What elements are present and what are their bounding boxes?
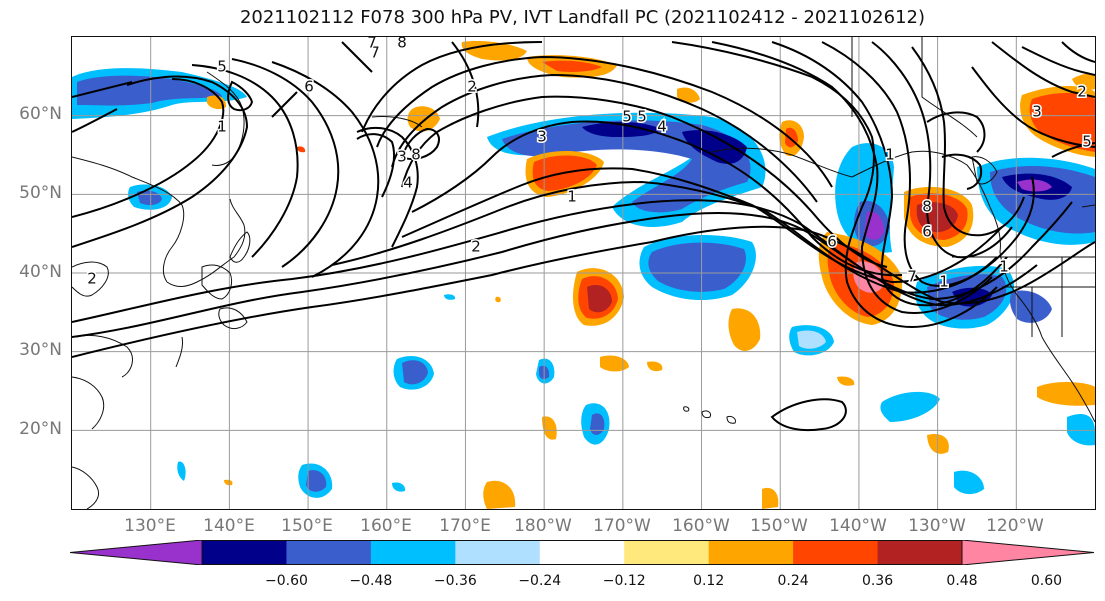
- colorbar-tick-label: −0.24: [518, 573, 562, 589]
- pv-contour-label: 4: [657, 118, 667, 136]
- colorbar-tick-label: 0.48: [946, 573, 978, 589]
- pv-contour-label: 4: [403, 174, 413, 192]
- colorbar-tick-label: 0.12: [693, 573, 725, 589]
- pv-contour-label: 1: [999, 258, 1009, 276]
- colorbar-tick-label: −0.48: [349, 573, 393, 589]
- colorbar-bin: [455, 540, 541, 565]
- colorbar-tick-label: −0.12: [602, 573, 646, 589]
- lon-label-130w: 130°W: [908, 516, 966, 536]
- colorbar-tick-label: −0.60: [264, 573, 308, 589]
- pv-contour-label: 7: [367, 37, 377, 52]
- lon-label-180w: 180°W: [514, 516, 572, 536]
- lat-label-60: 60°N: [19, 104, 62, 124]
- colorbar-outline: [201, 540, 963, 565]
- lon-label-150w: 150°W: [750, 516, 808, 536]
- lon-label-170e: 170°E: [439, 516, 491, 536]
- pv-contour-label: 2: [471, 238, 481, 256]
- lat-label-50: 50°N: [19, 183, 62, 203]
- pv-contour-label: 8: [397, 37, 407, 52]
- colorbar-bin: [624, 540, 710, 565]
- colorbar-bin: [370, 540, 456, 565]
- lat-label-40: 40°N: [19, 262, 62, 282]
- pv-contour-label: 6: [304, 78, 314, 96]
- pv-contour-label: 1: [567, 188, 577, 206]
- pv-contour-label: 5: [1082, 133, 1092, 151]
- map-title: 2021102112 F078 300 hPa PV, IVT Landfall…: [239, 7, 926, 28]
- lon-label-150e: 150°E: [281, 516, 333, 536]
- pv-contour-label: 1: [217, 118, 227, 136]
- pv-contour-label: 7: [907, 268, 917, 286]
- lon-label-170w: 170°W: [593, 516, 651, 536]
- lon-label-160w: 160°W: [672, 516, 730, 536]
- lat-label-30: 30°N: [19, 340, 62, 360]
- pv-contour-label: 3: [397, 148, 407, 166]
- colorbar-tick-label: −0.36: [433, 573, 477, 589]
- colorbar-extend-min: [70, 540, 203, 565]
- colorbar-tick-label: 0.60: [1030, 573, 1063, 589]
- coastlines: [72, 37, 1095, 509]
- pv-contour-label: 6: [827, 233, 837, 251]
- pv-contour-label: 5: [622, 108, 632, 126]
- pv-contour-label: 7: [370, 44, 380, 62]
- pv-contour-label: 6: [922, 223, 932, 241]
- colorbar-bin: [708, 540, 794, 565]
- pv-contour-label: 1: [939, 273, 949, 291]
- pv-contour-label: 2: [87, 270, 97, 288]
- colorbar-tick-label: 0.24: [777, 573, 809, 589]
- pv-contour-label: 8: [411, 146, 421, 164]
- colorbar-extend-max: [961, 540, 1094, 565]
- pv-contour-label: 2: [467, 78, 477, 96]
- lon-label-160e: 160°E: [360, 516, 412, 536]
- pv-contour-label: 3: [537, 128, 547, 146]
- colorbar: [70, 540, 1094, 565]
- pv-contour-label: 1: [885, 146, 895, 164]
- pv-contour-label: 2: [1077, 83, 1087, 101]
- pv-contours: [72, 41, 1095, 432]
- colorbar-bin: [202, 540, 287, 565]
- lon-label-140e: 140°E: [203, 516, 255, 536]
- lon-label-130e: 130°E: [124, 516, 176, 536]
- colorbar-bin: [877, 540, 963, 565]
- pv-contour-label: 5: [217, 58, 227, 76]
- colorbar-bin: [539, 540, 625, 565]
- pv-contour-label: 8: [922, 198, 932, 216]
- pv-contour-label: 5: [637, 108, 647, 126]
- lat-label-20: 20°N: [19, 419, 62, 439]
- pv-contour-label: 3: [1032, 103, 1042, 121]
- colorbar-bin: [793, 540, 879, 565]
- lon-label-120w: 120°W: [986, 516, 1044, 536]
- colorbar-tick-label: 0.36: [861, 573, 894, 589]
- lon-label-140w: 140°W: [829, 516, 887, 536]
- colorbar-bin: [286, 540, 372, 565]
